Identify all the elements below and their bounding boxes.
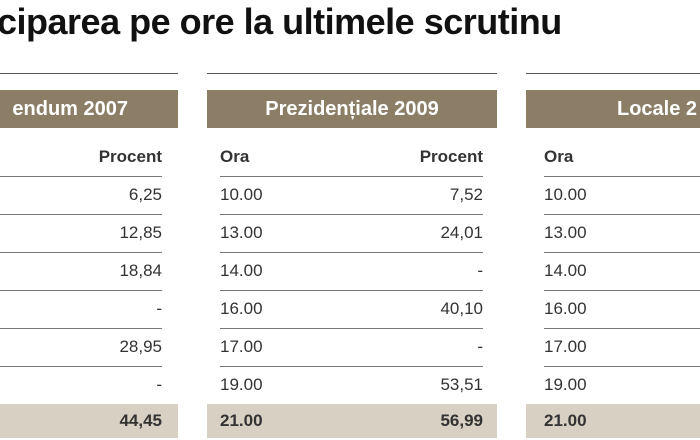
row-separator xyxy=(544,176,700,177)
cell: 12,85 xyxy=(119,223,162,242)
cell: 17.00 xyxy=(220,337,263,356)
total-cell: 21.00 xyxy=(220,411,263,430)
cell: 10.00 xyxy=(220,185,263,204)
table-header: endum 2007 xyxy=(12,98,128,120)
cell: 14.00 xyxy=(220,261,263,280)
cell: 28,95 xyxy=(119,337,162,356)
cell: 19.00 xyxy=(544,375,587,394)
total-background xyxy=(207,404,497,438)
cell: - xyxy=(156,299,162,318)
column-header: Ora xyxy=(544,147,574,166)
table-header: Prezidențiale 2009 xyxy=(265,98,439,120)
row-separator xyxy=(544,328,700,329)
cell: 6,25 xyxy=(128,185,162,204)
cell: 13.00 xyxy=(220,223,263,242)
top-rule xyxy=(207,73,497,74)
total-cell: 44,45 xyxy=(119,411,162,430)
column-header: Procent xyxy=(419,147,483,166)
total-background xyxy=(526,404,700,438)
row-separator xyxy=(220,252,483,253)
row-separator xyxy=(544,252,700,253)
cell: 13.00 xyxy=(544,223,587,242)
row-separator xyxy=(0,214,162,215)
top-rule xyxy=(0,73,178,74)
column-header: Ora xyxy=(220,147,250,166)
cell: 40,10 xyxy=(440,299,483,318)
row-separator xyxy=(220,176,483,177)
cell: 10.00 xyxy=(544,185,587,204)
row-separator xyxy=(220,328,483,329)
column-header: Procent xyxy=(98,147,162,166)
cell: 7,52 xyxy=(449,185,483,204)
cell: 18,84 xyxy=(119,261,162,280)
table-header-bar xyxy=(526,90,700,128)
row-separator xyxy=(0,328,162,329)
title: ciparea pe ore la ultimele scrutinu xyxy=(0,1,562,42)
top-rule xyxy=(526,73,700,74)
table-header: Locale 2 xyxy=(617,98,698,120)
row-separator xyxy=(544,366,700,367)
total-cell: 21.00 xyxy=(544,411,587,430)
cell: 24,01 xyxy=(440,223,483,242)
row-separator xyxy=(544,290,700,291)
row-separator xyxy=(0,366,162,367)
cell: 19.00 xyxy=(220,375,263,394)
row-separator xyxy=(0,176,162,177)
row-separator xyxy=(0,290,162,291)
row-separator xyxy=(544,214,700,215)
row-separator xyxy=(0,252,162,253)
cell: - xyxy=(477,261,483,280)
row-separator xyxy=(220,214,483,215)
cell: 17.00 xyxy=(544,337,587,356)
cell: - xyxy=(477,337,483,356)
cell: 53,51 xyxy=(440,375,483,394)
table-header-bar xyxy=(207,90,497,128)
cell: 14.00 xyxy=(544,261,587,280)
cell: - xyxy=(156,375,162,394)
total-background xyxy=(0,404,178,438)
total-cell: 56,99 xyxy=(440,411,483,430)
cell: 16.00 xyxy=(544,299,587,318)
row-separator xyxy=(220,366,483,367)
cell: 16.00 xyxy=(220,299,263,318)
table-header-bar xyxy=(0,90,178,128)
row-separator xyxy=(220,290,483,291)
